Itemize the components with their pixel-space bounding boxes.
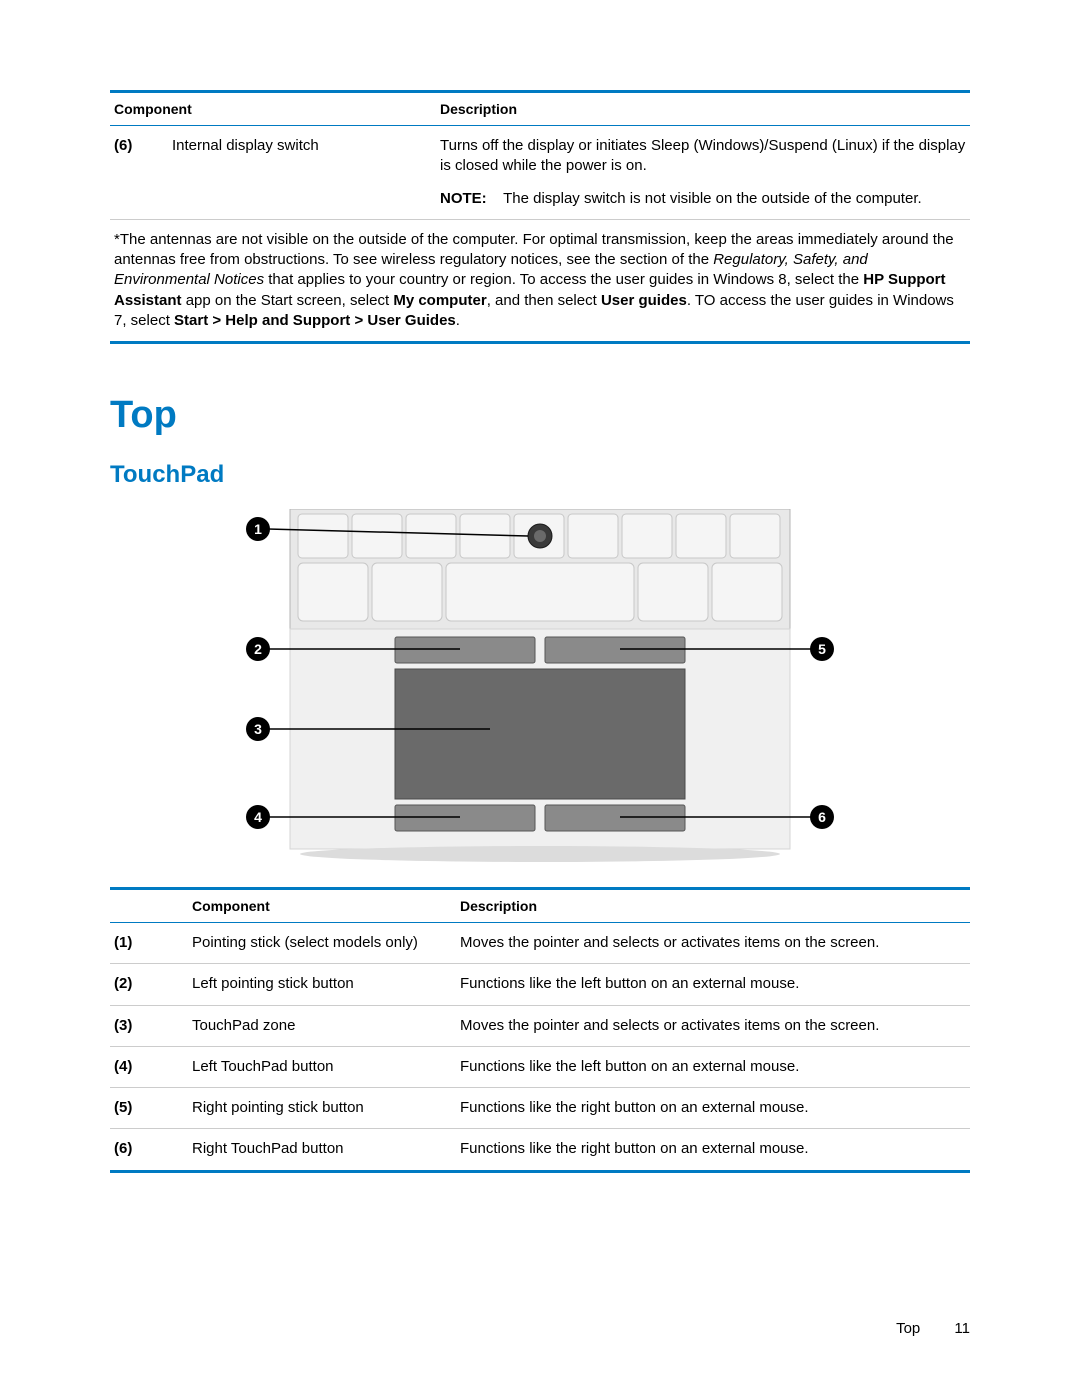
footnote-text: , and then select [487, 292, 601, 309]
table-row: (6) Internal display switch Turns off th… [110, 126, 970, 220]
table-footnote-row: *The antennas are not visible on the out… [110, 219, 970, 342]
row-component: Internal display switch [168, 126, 436, 220]
description-text: Turns off the display or initiates Sleep… [440, 137, 965, 174]
document-page: Component Description (6) Internal displ… [0, 0, 1080, 1397]
row-component: Right pointing stick button [188, 1088, 456, 1129]
table-row: (6) Right TouchPad button Functions like… [110, 1129, 970, 1171]
keyboard-area [290, 509, 790, 629]
row-component: TouchPad zone [188, 1005, 456, 1046]
header-blank [110, 889, 188, 923]
row-description: Functions like the left button on an ext… [456, 1046, 970, 1087]
row-number: (4) [110, 1046, 188, 1087]
note-label: NOTE: [440, 190, 487, 207]
row-component: Left pointing stick button [188, 964, 456, 1005]
page-footer: Top 11 [896, 1320, 970, 1337]
table-header-row: Component Description [110, 92, 970, 126]
row-number: (6) [110, 126, 168, 220]
footnote-cell: *The antennas are not visible on the out… [110, 219, 970, 342]
svg-text:2: 2 [254, 641, 262, 657]
subsection-heading: TouchPad [110, 461, 970, 489]
svg-text:3: 3 [254, 721, 262, 737]
row-component: Pointing stick (select models only) [188, 923, 456, 964]
table-row: (3) TouchPad zone Moves the pointer and … [110, 1005, 970, 1046]
note-text: The display switch is not visible on the… [503, 190, 922, 207]
row-component: Left TouchPad button [188, 1046, 456, 1087]
header-description: Description [436, 92, 970, 126]
svg-text:1: 1 [254, 521, 262, 537]
table-row: (2) Left pointing stick button Functions… [110, 964, 970, 1005]
footnote-text: that applies to your country or region. … [264, 271, 863, 288]
row-description: Moves the pointer and selects or activat… [456, 1005, 970, 1046]
header-description: Description [456, 889, 970, 923]
header-component: Component [110, 92, 436, 126]
row-number: (6) [110, 1129, 188, 1171]
footer-page-number: 11 [954, 1320, 970, 1337]
table-header-row: Component Description [110, 889, 970, 923]
footer-section: Top [896, 1320, 920, 1337]
footnote-text-bold: Start > Help and Support > User Guides [174, 312, 456, 329]
svg-text:5: 5 [818, 641, 826, 657]
row-component: Right TouchPad button [188, 1129, 456, 1171]
touchpad-illustration: 1 2 3 4 5 6 [190, 509, 890, 869]
header-component: Component [188, 889, 456, 923]
row-description: Turns off the display or initiates Sleep… [436, 126, 970, 220]
table-row: (4) Left TouchPad button Functions like … [110, 1046, 970, 1087]
row-number: (2) [110, 964, 188, 1005]
svg-text:6: 6 [818, 809, 826, 825]
footnote-text-bold: User guides [601, 292, 687, 309]
row-number: (1) [110, 923, 188, 964]
row-description: Moves the pointer and selects or activat… [456, 923, 970, 964]
table-row: (5) Right pointing stick button Function… [110, 1088, 970, 1129]
row-description: Functions like the right button on an ex… [456, 1129, 970, 1171]
touchpad-table: Component Description (1) Pointing stick… [110, 887, 970, 1173]
row-description: Functions like the right button on an ex… [456, 1088, 970, 1129]
svg-text:4: 4 [254, 809, 262, 825]
row-number: (5) [110, 1088, 188, 1129]
table-row: (1) Pointing stick (select models only) … [110, 923, 970, 964]
footnote-text: . [456, 312, 460, 329]
row-description: Functions like the left button on an ext… [456, 964, 970, 1005]
footnote-text-bold: My computer [393, 292, 486, 309]
section-heading: Top [110, 394, 970, 437]
row-number: (3) [110, 1005, 188, 1046]
display-switch-table: Component Description (6) Internal displ… [110, 90, 970, 344]
footnote-text: app on the Start screen, select [182, 292, 394, 309]
